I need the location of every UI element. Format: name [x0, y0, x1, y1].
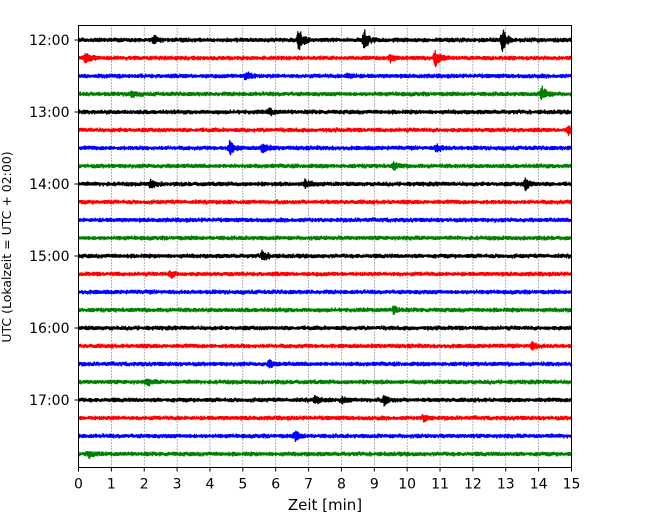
trace-line-1430	[77, 217, 573, 223]
x-tick-label: 12	[464, 477, 482, 493]
trace-line-1730	[77, 430, 573, 443]
trace-line-1400	[77, 177, 573, 192]
x-tick-label: 11	[431, 477, 449, 493]
y-tick-label: 14:00	[29, 177, 69, 193]
trace-line-1630	[77, 359, 573, 369]
trace-line-1600	[77, 325, 573, 331]
x-tick-label: 8	[337, 477, 346, 493]
y-tick-label: 13:00	[29, 105, 69, 121]
trace-line-1700	[77, 394, 573, 407]
x-tick-label: 2	[140, 477, 149, 493]
x-tick-label: 3	[173, 477, 182, 493]
x-tick-label: 15	[563, 477, 581, 493]
trace-line-1445	[77, 235, 573, 241]
x-tick-label: 6	[271, 477, 280, 493]
trace-line-1415	[77, 199, 573, 205]
trace-line-1330	[77, 139, 573, 156]
x-tick-label: 9	[370, 477, 379, 493]
trace-line-1200	[77, 29, 573, 52]
y-axis-ticks: 12:00 13:00 14:00 15:00 16:00 17:00	[29, 33, 79, 409]
y-tick-label: 12:00	[29, 33, 69, 49]
x-tick-label: 4	[206, 477, 215, 493]
x-axis-ticks: 0 1 2 3 4 5 6 7 8 9 10 11 12 13 14 15	[74, 467, 581, 493]
y-tick-label: 17:00	[29, 393, 69, 409]
trace-line-1615	[77, 340, 573, 351]
trace-line-1530	[77, 289, 573, 295]
trace-line-1215	[77, 50, 573, 68]
trace-line-1345	[77, 161, 573, 171]
plot-frame	[78, 25, 572, 468]
plot-area	[78, 25, 572, 468]
x-tick-label: 7	[304, 477, 313, 493]
traces	[77, 29, 573, 460]
trace-line-1230	[77, 71, 573, 81]
y-tick-label: 16:00	[29, 321, 69, 337]
x-tick-label: 5	[238, 477, 247, 493]
x-tick-label: 10	[398, 477, 416, 493]
x-axis-title: Zeit [min]	[288, 496, 362, 514]
trace-line-1515	[77, 270, 573, 279]
trace-line-1745	[77, 450, 573, 460]
x-tick-label: 14	[530, 477, 548, 493]
trace-line-1245	[77, 85, 573, 100]
trace-line-1500	[77, 249, 573, 261]
trace-line-1715	[77, 414, 573, 423]
x-tick-label: 0	[74, 477, 83, 493]
y-tick-label: 15:00	[29, 249, 69, 265]
x-tick-label: 1	[107, 477, 116, 493]
trace-line-1315	[77, 125, 573, 136]
x-tick-label: 13	[497, 477, 515, 493]
trace-line-1645	[77, 378, 573, 387]
y-axis-title: UTC (Lokalzeit = UTC + 02:00)	[0, 151, 14, 342]
trace-line-1545	[77, 305, 573, 316]
trace-line-1300	[77, 107, 573, 117]
